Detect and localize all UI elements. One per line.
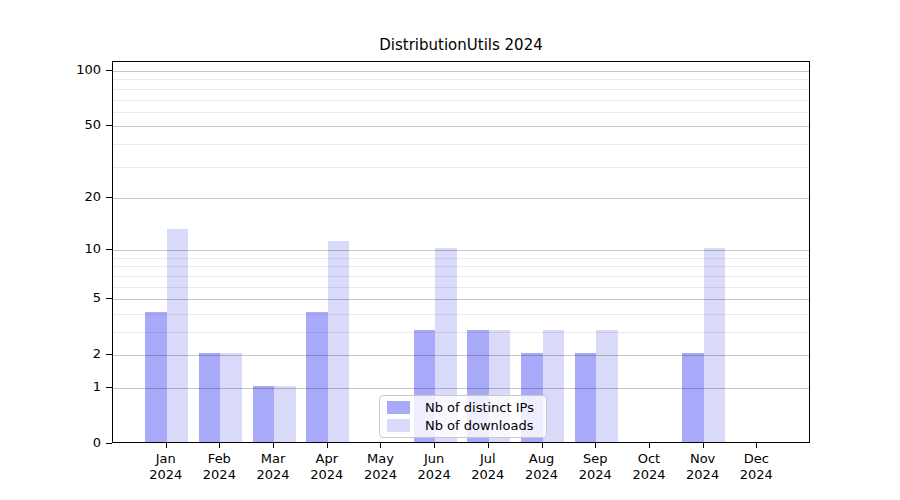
y-tick-0 [106, 443, 112, 444]
x-tick-feb [219, 443, 220, 448]
bar-nb-of-distinct-ips-sep [575, 353, 596, 442]
gridline-minor-70 [113, 100, 809, 101]
x-tick-label-month: Dec [721, 451, 791, 467]
y-tick-label-50: 50 [0, 117, 101, 133]
bar-nb-of-downloads-apr [328, 241, 349, 442]
gridline-minor-90 [113, 79, 809, 80]
x-tick-mar [273, 443, 274, 448]
gridline-minor-3 [113, 332, 809, 333]
gridline-major-50 [113, 126, 809, 127]
bar-nb-of-downloads-nov [704, 248, 725, 442]
bar-nb-of-downloads-sep [596, 330, 617, 442]
legend-swatch-downloads [387, 419, 410, 432]
x-tick-nov [703, 443, 704, 448]
x-tick-jan [166, 443, 167, 448]
bar-nb-of-distinct-ips-mar [253, 386, 274, 442]
chart-title: DistributionUtils 2024 [112, 36, 810, 56]
y-tick-label-5: 5 [0, 290, 101, 306]
bar-nb-of-downloads-feb [220, 353, 241, 442]
y-tick-2 [106, 354, 112, 355]
x-tick-oct [649, 443, 650, 448]
gridline-major-5 [113, 299, 809, 300]
plot-area: Nb of distinct IPs Nb of downloads [112, 61, 810, 443]
x-tick-apr [327, 443, 328, 448]
gridline-minor-4 [113, 314, 809, 315]
y-tick-label-20: 20 [0, 189, 101, 205]
gridline-minor-40 [113, 144, 809, 145]
legend-item-downloads: Nb of downloads [387, 418, 539, 433]
x-tick-aug [542, 443, 543, 448]
y-tick-100 [106, 70, 112, 71]
gridline-minor-9 [113, 258, 809, 259]
bar-nb-of-downloads-jan [167, 229, 188, 442]
gridline-minor-6 [113, 287, 809, 288]
y-tick-label-1: 1 [0, 379, 101, 395]
legend-item-distinct-ips: Nb of distinct IPs [387, 400, 539, 415]
gridline-minor-60 [113, 112, 809, 113]
gridline-minor-8 [113, 266, 809, 267]
y-tick-50 [106, 125, 112, 126]
y-tick-label-10: 10 [0, 241, 101, 257]
x-tick-label-dec: Dec2024 [721, 451, 791, 483]
gridline-major-2 [113, 355, 809, 356]
gridline-minor-30 [113, 167, 809, 168]
bar-nb-of-distinct-ips-nov [682, 353, 703, 442]
legend-label-downloads: Nb of downloads [425, 418, 533, 433]
y-tick-20 [106, 197, 112, 198]
gridline-major-10 [113, 250, 809, 251]
x-tick-sep [595, 443, 596, 448]
legend-label-distinct-ips: Nb of distinct IPs [425, 400, 534, 415]
x-tick-may [380, 443, 381, 448]
chart-figure: DistributionUtils 2024 Nb of distinct IP… [0, 0, 900, 500]
y-tick-10 [106, 249, 112, 250]
gridline-major-20 [113, 198, 809, 199]
x-tick-jun [434, 443, 435, 448]
y-tick-label-0: 0 [0, 435, 101, 451]
legend: Nb of distinct IPs Nb of downloads [379, 395, 547, 438]
bar-nb-of-distinct-ips-feb [199, 353, 220, 442]
x-tick-dec [756, 443, 757, 448]
y-tick-label-100: 100 [0, 62, 101, 78]
x-tick-jul [488, 443, 489, 448]
gridline-major-1 [113, 388, 809, 389]
bar-nb-of-downloads-mar [274, 386, 295, 442]
gridline-major-100 [113, 71, 809, 72]
legend-swatch-distinct-ips [387, 401, 410, 414]
y-tick-1 [106, 387, 112, 388]
gridline-minor-80 [113, 89, 809, 90]
x-tick-label-year: 2024 [721, 467, 791, 483]
y-tick-5 [106, 298, 112, 299]
y-tick-label-2: 2 [0, 346, 101, 362]
gridline-minor-7 [113, 276, 809, 277]
